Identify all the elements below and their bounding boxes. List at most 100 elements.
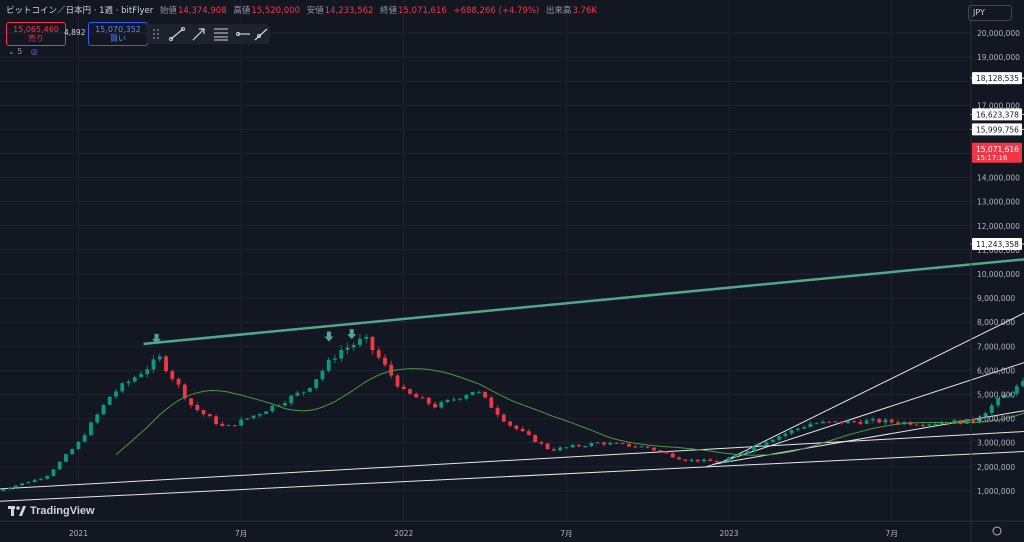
candle-body bbox=[426, 397, 431, 404]
candle-body bbox=[914, 424, 919, 426]
logo-text: TradingView bbox=[30, 505, 95, 517]
currency-select[interactable]: JPY bbox=[968, 5, 1012, 21]
candle-body bbox=[364, 336, 369, 339]
y-tick-label: 1,000,000 bbox=[977, 487, 1015, 496]
candle-body bbox=[1021, 381, 1024, 387]
candle-body bbox=[539, 442, 544, 444]
candle-body bbox=[946, 423, 950, 425]
candle-body bbox=[583, 446, 588, 448]
arrow-tool-icon[interactable] bbox=[190, 26, 208, 42]
candle-body bbox=[414, 393, 419, 398]
sell-button[interactable]: 15,065,460 売り bbox=[6, 22, 66, 46]
x-tick-label: 7月 bbox=[235, 529, 247, 538]
candle-body bbox=[26, 482, 31, 484]
candle-body bbox=[733, 455, 738, 458]
candle-body bbox=[871, 418, 875, 421]
y-tick-label: 20,000,000 bbox=[977, 29, 1020, 38]
candle-body bbox=[214, 416, 218, 425]
candle-body bbox=[320, 370, 325, 380]
candle-body bbox=[151, 359, 156, 370]
close-value: 15,071,616 bbox=[398, 6, 447, 16]
ray-tool-icon[interactable] bbox=[252, 26, 270, 42]
candle-body bbox=[245, 418, 250, 420]
candle-body bbox=[896, 422, 900, 424]
level-price-label: 15,999,756 bbox=[976, 125, 1019, 134]
level-price-label: 16,623,378 bbox=[976, 110, 1019, 119]
spread-value: 4,892 bbox=[64, 28, 86, 37]
y-axis[interactable]: 1,000,000 2,000,000 3,000,000 4,000,000 5,00… bbox=[970, 0, 1020, 542]
drag-handle-icon[interactable] bbox=[148, 26, 166, 42]
candle-body bbox=[495, 407, 500, 415]
candle-body bbox=[952, 420, 957, 424]
candle-body bbox=[789, 430, 794, 434]
candle-body bbox=[101, 404, 106, 415]
horizontal-ray-icon[interactable] bbox=[234, 26, 252, 42]
y-tick-label: 11,000,000 bbox=[977, 246, 1020, 255]
sell-price: 15,065,460 bbox=[13, 25, 59, 34]
candle-body bbox=[989, 405, 994, 413]
candle-body bbox=[370, 336, 375, 351]
candle-body bbox=[470, 391, 475, 396]
candle-body bbox=[795, 428, 800, 431]
candle-body bbox=[145, 369, 150, 375]
fib-retracement-icon[interactable] bbox=[212, 26, 230, 42]
candle-body bbox=[551, 449, 556, 451]
indicators-toggle[interactable]: ⌄ 5 ◎ bbox=[8, 47, 38, 56]
candle-body bbox=[220, 424, 225, 426]
candle-body bbox=[702, 459, 706, 462]
volume-value: 3.76K bbox=[572, 6, 597, 16]
candle-body bbox=[339, 349, 344, 359]
candle-body bbox=[1014, 386, 1019, 394]
candle-body bbox=[132, 377, 137, 382]
y-tick-label: 9,000,000 bbox=[977, 294, 1015, 303]
candle-body bbox=[439, 402, 444, 408]
arrow-markers bbox=[152, 329, 357, 344]
candle-body bbox=[577, 445, 581, 447]
colored-trendlines bbox=[143, 258, 1024, 346]
open-label: 始値 bbox=[159, 6, 177, 16]
candle-body bbox=[20, 483, 25, 486]
candle-body bbox=[195, 405, 200, 411]
level-price-tag bbox=[972, 123, 1022, 136]
candle-body bbox=[633, 446, 638, 448]
candle-body bbox=[264, 411, 269, 414]
candle-body bbox=[958, 420, 963, 424]
candle-body bbox=[739, 453, 744, 456]
x-axis[interactable]: 20217月20227月20237月20247月20257月20267月 bbox=[0, 520, 1024, 538]
buy-button[interactable]: 15,070,352 買い bbox=[88, 22, 148, 46]
candle-body bbox=[558, 447, 563, 451]
candle-body bbox=[595, 442, 600, 444]
high-label: 高値 bbox=[233, 6, 251, 16]
candle-body bbox=[389, 364, 394, 376]
candle-body bbox=[164, 356, 168, 372]
candle-body bbox=[533, 434, 538, 443]
symbol-header: ビットコイン／日本円 · 1週 · bitFlyer 始値14,374,908 … bbox=[6, 4, 597, 16]
candle-body bbox=[921, 424, 925, 426]
candle-body bbox=[814, 423, 819, 425]
x-tick-label: 2023 bbox=[719, 529, 738, 538]
level-price-label: 11,243,358 bbox=[976, 240, 1019, 249]
candle-body bbox=[858, 421, 863, 424]
candle-body bbox=[489, 397, 494, 408]
candle-body bbox=[89, 422, 93, 436]
candle-body bbox=[658, 450, 663, 452]
y-tick-label: 5,000,000 bbox=[977, 391, 1015, 400]
grid-lines bbox=[0, 0, 970, 520]
candle-body bbox=[639, 446, 644, 448]
tradingview-logo[interactable]: TradingView bbox=[8, 505, 95, 517]
close-label: 終値 bbox=[380, 6, 398, 16]
trendline-icon[interactable] bbox=[168, 26, 186, 42]
low-label: 安値 bbox=[306, 6, 324, 16]
candle-body bbox=[207, 414, 212, 417]
candle-body bbox=[314, 379, 319, 388]
y-tick-label: 7,000,000 bbox=[977, 342, 1015, 351]
white-trendline bbox=[722, 312, 1024, 463]
candle-body bbox=[808, 423, 813, 427]
candle-body bbox=[846, 420, 850, 424]
candle-body bbox=[114, 391, 118, 397]
candle-body bbox=[251, 415, 256, 419]
symbol-title[interactable]: ビットコイン／日本円 · 1週 · bitFlyer bbox=[6, 6, 154, 16]
y-tick-label: 2,000,000 bbox=[977, 463, 1015, 472]
candle-body bbox=[689, 459, 694, 461]
